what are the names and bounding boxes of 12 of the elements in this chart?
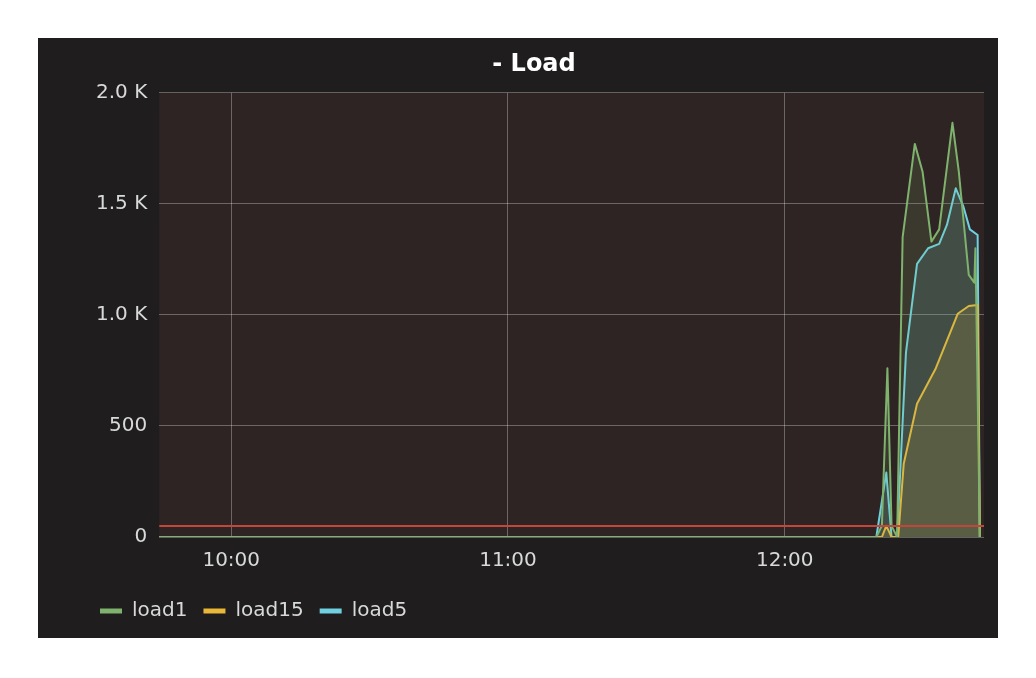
- legend-label: load15: [235, 597, 304, 622]
- y-tick-label: 1.5 K: [96, 190, 149, 215]
- chart-title: - Load: [492, 48, 576, 77]
- x-tick-label: 11:00: [479, 547, 537, 572]
- y-tick-label: 500: [109, 412, 148, 437]
- legend-label: load1: [132, 597, 188, 622]
- x-tick-label: 12:00: [755, 547, 814, 572]
- y-tick-label: 0: [134, 523, 148, 548]
- legend-label: load5: [351, 597, 408, 622]
- y-tick-label: 2.0 K: [96, 79, 149, 103]
- y-tick-label: 1.0 K: [96, 301, 149, 326]
- x-tick-label: 10:00: [202, 547, 261, 572]
